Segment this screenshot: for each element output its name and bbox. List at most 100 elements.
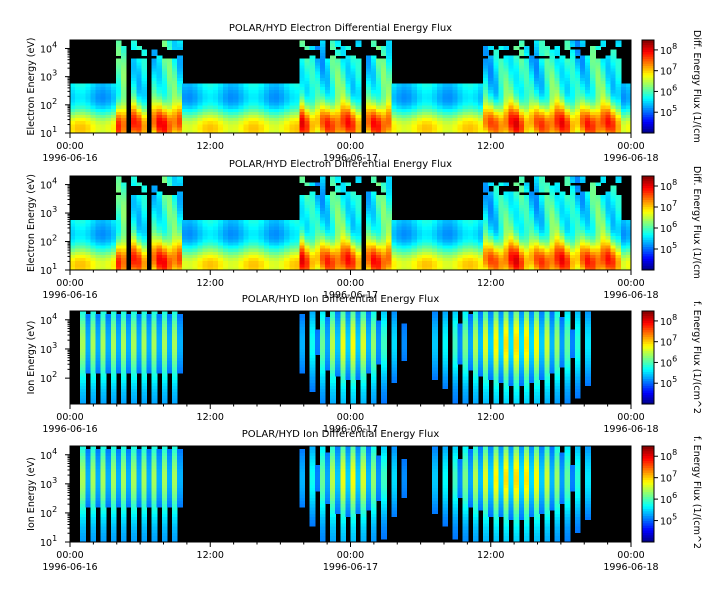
x-tick-label: 12:00 xyxy=(477,278,504,289)
spectrogram-cell xyxy=(478,220,484,224)
spectrogram-cell xyxy=(305,59,311,63)
spectrogram-cell xyxy=(345,46,351,50)
spectrogram-cell xyxy=(391,220,397,224)
chart-panel-1: POLAR/HYD Electron Differential Energy F… xyxy=(26,23,702,164)
spectrogram-cell xyxy=(376,182,382,186)
spectrogram-cell xyxy=(172,59,178,63)
spectrogram-cell xyxy=(340,182,346,186)
x-tick-date-label: 1996-06-18 xyxy=(603,153,658,164)
spectrogram-cell xyxy=(616,176,622,180)
spectrogram-cell xyxy=(213,220,219,224)
spectrogram-cell xyxy=(381,182,387,186)
spectrogram-cell xyxy=(141,49,147,53)
spectrogram-cell xyxy=(300,176,306,180)
spectrogram-cell xyxy=(422,83,428,87)
panel-title-2: POLAR/HYD Electron Differential Energy F… xyxy=(229,159,452,170)
x-tick-label: 00:00 xyxy=(56,141,83,152)
spectrogram-cell xyxy=(478,83,484,87)
spectrogram-cell xyxy=(514,46,520,50)
spectrogram-cell xyxy=(182,83,188,87)
spectrogram-cell xyxy=(580,176,586,180)
spectrogram-cell xyxy=(136,182,142,186)
spectrogram-cell xyxy=(417,220,423,224)
spectrogram-cell xyxy=(300,40,306,44)
spectrogram-cell xyxy=(335,40,341,44)
spectrogram-cell xyxy=(575,49,581,53)
spectrogram-cell xyxy=(259,83,265,87)
spectrogram-cell xyxy=(249,83,255,87)
spectrogram-cell xyxy=(539,195,545,199)
spectrogram-cell xyxy=(386,40,392,44)
spectrogram-cell xyxy=(300,59,306,63)
y-tick-label: 104 xyxy=(40,40,57,55)
spectrogram-cell xyxy=(90,220,96,224)
spectrogram-cell xyxy=(116,59,122,63)
spectrogram-cell xyxy=(96,314,102,318)
spectrogram-cell xyxy=(228,220,234,224)
spectrogram-cell xyxy=(284,220,290,224)
spectrogram-cell xyxy=(167,195,173,199)
spectrogram-cell xyxy=(162,195,168,199)
spectrogram-cell xyxy=(442,220,448,224)
spectrogram-cell xyxy=(600,195,606,199)
spectrogram-cell xyxy=(514,56,520,60)
spectrogram-cell xyxy=(504,192,510,196)
spectrogram-cell xyxy=(141,195,147,199)
spectrogram-cell xyxy=(351,192,357,196)
spectrogram-cell xyxy=(238,220,244,224)
spectrogram-cell xyxy=(90,83,96,87)
spectrogram-cell xyxy=(590,46,596,50)
y-tick-label: 103 xyxy=(40,205,57,220)
spectrogram-cell xyxy=(80,83,86,87)
x-tick-label: 12:00 xyxy=(197,278,224,289)
spectrogram-cell xyxy=(616,59,622,63)
spectrogram-cell xyxy=(223,83,229,87)
spectrogram-cell xyxy=(162,59,168,63)
spectrogram-cell xyxy=(565,176,571,180)
spectrogram-cell xyxy=(203,83,209,87)
spectrogram-cell xyxy=(483,59,489,63)
spectrogram-cell xyxy=(514,192,520,196)
spectrogram-cell xyxy=(417,83,423,87)
spectrogram-cell xyxy=(381,59,387,63)
spectrogram-cell xyxy=(407,83,413,87)
spectrogram-cell xyxy=(595,46,601,50)
spectrogram-cell xyxy=(570,185,576,189)
spectrogram-cell xyxy=(616,40,622,44)
spectrogram-cell xyxy=(315,59,321,63)
spectrogram-cell xyxy=(116,40,122,44)
spectrogram-cell xyxy=(310,182,316,186)
spectrogram-cell xyxy=(544,182,550,186)
spectrogram-cell xyxy=(565,195,571,199)
spectrogram-cell xyxy=(463,220,469,224)
spectrogram-cell xyxy=(386,176,392,180)
spectrogram-cell xyxy=(90,311,96,315)
spectrogram-cell xyxy=(590,182,596,186)
spectrogram-cell xyxy=(177,56,183,60)
spectrogram-cell xyxy=(621,83,627,87)
spectrogram-cell xyxy=(544,195,550,199)
spectrogram-cell xyxy=(141,185,147,189)
spectrogram-cell xyxy=(498,182,504,186)
spectrogram-cell xyxy=(111,83,117,87)
spectrogram-cell xyxy=(509,192,515,196)
x-tick-label: 12:00 xyxy=(197,141,224,152)
spectrogram-cell xyxy=(182,220,188,224)
spectrogram-cell xyxy=(80,311,86,315)
spectrogram-cell xyxy=(488,56,494,60)
spectrogram-cell xyxy=(106,83,112,87)
spectrogram-cell xyxy=(264,220,270,224)
spectrogram-cell xyxy=(192,83,198,87)
spectrogram-cell xyxy=(356,195,362,199)
spectrogram-cell xyxy=(305,182,311,186)
spectrogram-cell xyxy=(519,176,525,180)
spectrogram-cell xyxy=(187,83,193,87)
spectrogram-cell xyxy=(396,220,402,224)
spectrogram-cell xyxy=(565,59,571,63)
spectrogram-cell xyxy=(534,195,540,199)
spectrogram-cell xyxy=(136,195,142,199)
spectrogram-cell xyxy=(279,220,285,224)
